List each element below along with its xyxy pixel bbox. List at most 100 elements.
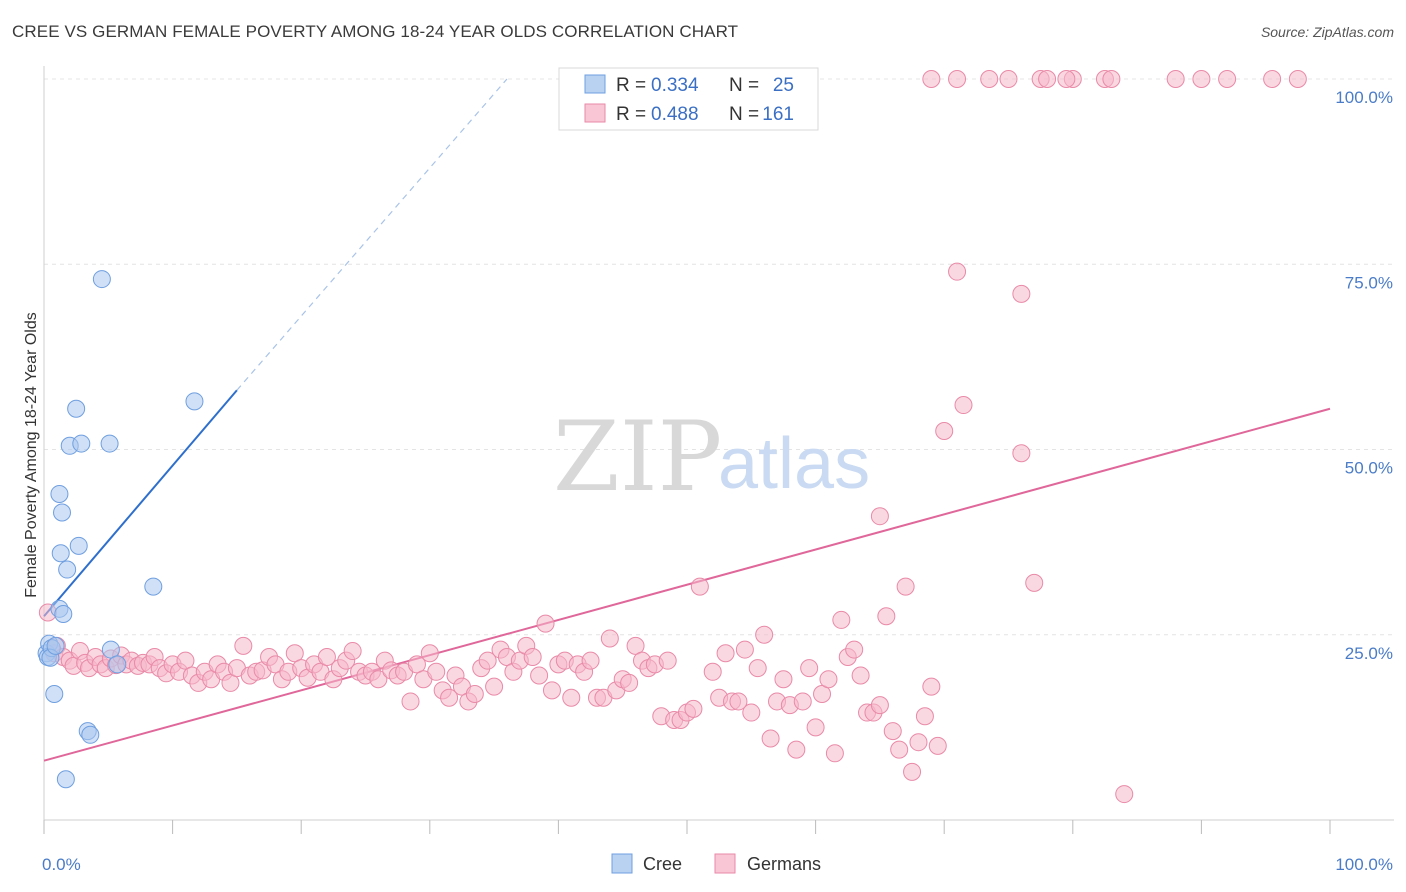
point-cree bbox=[58, 560, 77, 579]
point-germans bbox=[343, 642, 362, 661]
x-tick-label: 100.0% bbox=[1335, 855, 1393, 874]
point-germans bbox=[877, 607, 896, 626]
point-germans bbox=[948, 70, 967, 88]
point-germans bbox=[890, 740, 909, 759]
point-germans bbox=[620, 673, 639, 692]
point-cree bbox=[185, 392, 204, 411]
point-germans bbox=[317, 647, 336, 666]
legend-bottom-swatch-germans bbox=[714, 853, 736, 874]
legend-n-label: N = bbox=[729, 75, 759, 96]
chart-title: CREE VS GERMAN FEMALE POVERTY AMONG 18-2… bbox=[12, 22, 739, 41]
watermark-zip: ZIP bbox=[553, 401, 722, 513]
point-germans bbox=[427, 662, 446, 681]
legend-bottom: Cree Germans bbox=[611, 853, 821, 874]
point-germans bbox=[1192, 70, 1211, 88]
point-germans bbox=[485, 677, 504, 696]
point-germans bbox=[1115, 785, 1134, 804]
point-germans bbox=[658, 651, 677, 670]
point-germans bbox=[922, 677, 941, 696]
point-cree bbox=[45, 685, 64, 704]
legend-r-label: R = bbox=[616, 75, 646, 96]
point-germans bbox=[1038, 70, 1057, 88]
legend-r-label: R = bbox=[616, 104, 646, 125]
legend-swatch-germans bbox=[584, 103, 606, 123]
legend-n-value: 161 bbox=[762, 104, 794, 125]
point-germans bbox=[748, 659, 767, 678]
gridlines bbox=[44, 78, 1394, 636]
point-germans bbox=[407, 655, 426, 674]
point-germans bbox=[703, 662, 722, 681]
legend-swatch-cree bbox=[584, 74, 606, 94]
point-germans bbox=[832, 610, 851, 629]
point-germans bbox=[369, 670, 388, 689]
point-germans bbox=[761, 729, 780, 748]
point-cree bbox=[50, 484, 69, 503]
x-tick-label: 0.0% bbox=[42, 855, 81, 874]
point-germans bbox=[851, 666, 870, 685]
point-germans bbox=[562, 688, 581, 707]
point-germans bbox=[1012, 444, 1031, 463]
point-germans bbox=[729, 692, 748, 711]
point-cree bbox=[101, 640, 120, 659]
point-germans bbox=[787, 740, 806, 759]
point-germans bbox=[1263, 70, 1282, 88]
point-germans bbox=[755, 625, 774, 644]
point-germans bbox=[774, 670, 793, 689]
point-germans bbox=[1218, 70, 1237, 88]
point-germans bbox=[999, 70, 1018, 88]
point-cree bbox=[67, 399, 86, 418]
point-germans bbox=[716, 644, 735, 663]
point-germans bbox=[523, 647, 542, 666]
tick-labels: 25.0% 50.0% 75.0% 100.0% 0.0% 100.0% bbox=[42, 88, 1393, 874]
y-tick-label: 50.0% bbox=[1345, 459, 1393, 478]
point-germans bbox=[690, 577, 709, 596]
point-cree bbox=[53, 503, 72, 522]
point-germans bbox=[600, 629, 619, 648]
trend-lines bbox=[43, 78, 1331, 762]
point-germans bbox=[465, 685, 484, 704]
point-germans bbox=[922, 70, 941, 88]
point-germans bbox=[285, 644, 304, 663]
point-germans bbox=[478, 651, 497, 670]
point-germans bbox=[806, 718, 825, 737]
legend-n-value: 25 bbox=[773, 75, 794, 96]
point-germans bbox=[581, 651, 600, 670]
point-germans bbox=[909, 733, 928, 752]
point-germans bbox=[1057, 70, 1076, 88]
point-germans bbox=[420, 644, 439, 663]
legend-n-label: N = bbox=[729, 104, 759, 125]
y-tick-label: 75.0% bbox=[1345, 273, 1393, 292]
point-germans bbox=[1166, 70, 1185, 88]
point-germans bbox=[948, 262, 967, 281]
point-germans bbox=[915, 707, 934, 726]
data-points bbox=[37, 70, 1307, 804]
point-germans bbox=[684, 699, 703, 718]
trend-line-germans bbox=[43, 407, 1331, 762]
point-germans bbox=[626, 636, 645, 655]
point-cree bbox=[54, 605, 73, 624]
point-cree bbox=[72, 434, 91, 453]
trend-line-extension-cree bbox=[236, 78, 508, 391]
point-germans bbox=[1025, 573, 1044, 592]
legend-bottom-label-germans: Germans bbox=[747, 854, 821, 874]
point-cree bbox=[56, 770, 75, 789]
point-germans bbox=[935, 421, 954, 440]
trend-line-cree bbox=[43, 389, 238, 617]
point-cree bbox=[108, 655, 127, 674]
y-tick-label: 25.0% bbox=[1345, 644, 1393, 663]
legend-bottom-swatch-cree bbox=[611, 853, 633, 874]
watermark: ZIP atlas bbox=[553, 401, 870, 513]
legend-top: R = 0.334 N = 25 R = 0.488 N = 161 bbox=[558, 67, 819, 131]
y-tick-label: 100.0% bbox=[1335, 88, 1393, 107]
point-germans bbox=[813, 685, 832, 704]
point-germans bbox=[896, 577, 915, 596]
point-germans bbox=[1102, 70, 1121, 88]
point-germans bbox=[883, 722, 902, 741]
point-germans bbox=[536, 614, 555, 633]
point-germans bbox=[234, 636, 253, 655]
point-cree bbox=[81, 725, 100, 744]
point-germans bbox=[176, 651, 195, 670]
point-cree bbox=[100, 434, 119, 453]
point-germans bbox=[870, 507, 889, 526]
